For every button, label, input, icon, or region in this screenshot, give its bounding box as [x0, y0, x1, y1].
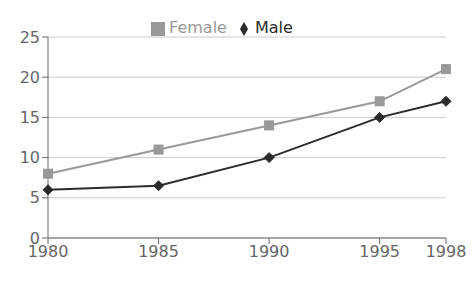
- svg-text:1985: 1985: [138, 242, 179, 261]
- html-text:Female: Female: [169, 18, 227, 37]
- svg-text:10: 10: [20, 148, 40, 167]
- svg-text:25: 25: [20, 28, 40, 47]
- svg-text:1998: 1998: [426, 242, 466, 261]
- svg-text:0: 0: [30, 229, 40, 248]
- svg-text:15: 15: [20, 108, 40, 127]
- svg-text:20: 20: [20, 68, 40, 87]
- svg-text:1980: 1980: [27, 242, 69, 262]
- svg-text:5: 5: [30, 188, 40, 207]
- svg-text:1990: 1990: [249, 242, 290, 261]
- svg-text:1995: 1995: [359, 242, 400, 261]
- html-text:Male: Male: [255, 18, 293, 37]
